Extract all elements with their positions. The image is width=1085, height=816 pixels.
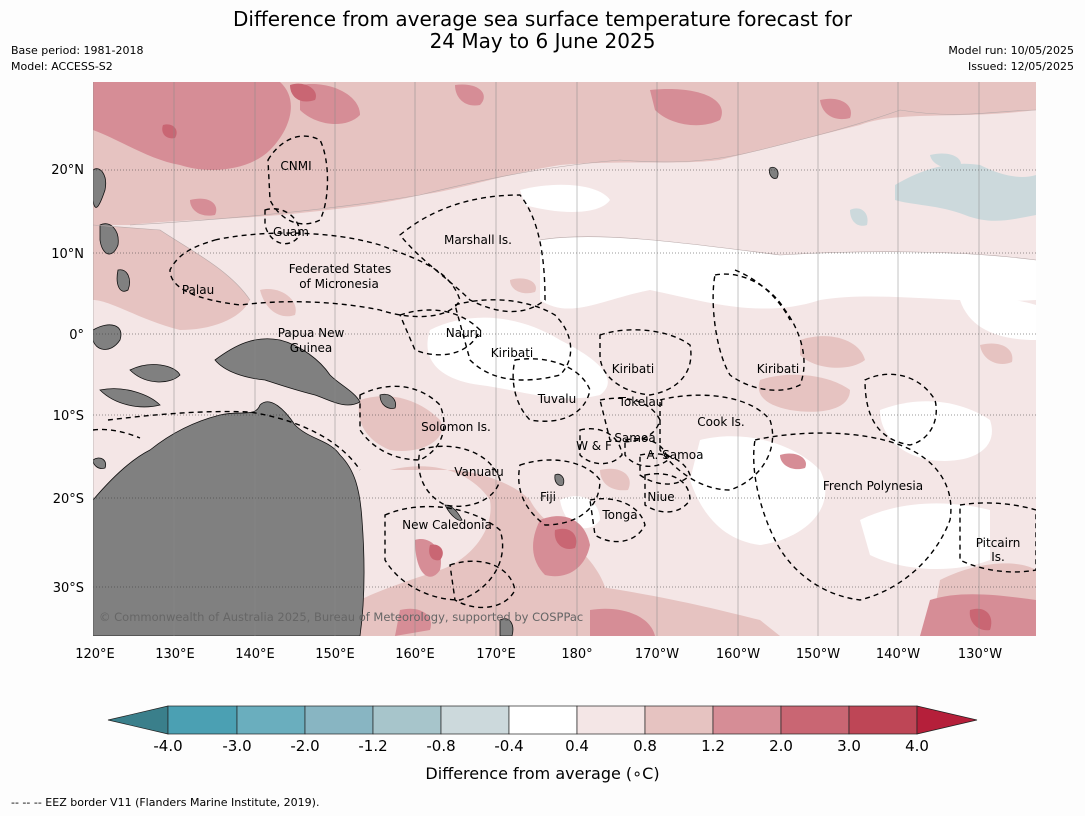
region-label: Federated States [289, 262, 391, 276]
region-label: Fiji [540, 490, 556, 504]
colorbar-cell [167, 705, 238, 735]
region-label: A. Samoa [647, 448, 704, 462]
colorbar-cell [916, 705, 978, 735]
lon-label: 170°E [476, 647, 516, 662]
region-label: Kiribati [757, 362, 799, 376]
colorbar-tick: -4.0 [153, 737, 182, 755]
lat-label: 0° [69, 328, 84, 343]
region-labels: CNMI Guam Marshall Is. Federated States … [182, 159, 1020, 564]
eez-footnote: -- -- -- EEZ border V11 (Flanders Marine… [11, 796, 320, 809]
contour-lines [93, 109, 1036, 301]
colorbar-cell [440, 705, 510, 735]
region-label: Vanuatu [454, 465, 504, 479]
lon-label: 140°W [876, 647, 920, 662]
region-label: French Polynesia [823, 479, 923, 493]
colorbar-tick: 4.0 [905, 737, 929, 755]
lat-label: 10°N [51, 247, 84, 262]
lon-label: 130°E [155, 647, 195, 662]
cool-regions [850, 153, 1036, 226]
lon-label: 120°E [75, 647, 115, 662]
map-title: Difference from average sea surface temp… [0, 8, 1085, 52]
region-label: Tokelau [618, 395, 664, 409]
region-label: Palau [182, 283, 214, 297]
region-label: Papua New [278, 326, 345, 340]
model-name: Model: ACCESS-S2 [11, 60, 113, 73]
colorbar [107, 705, 978, 735]
eez-borders [93, 135, 1036, 609]
colorbar-cell [780, 705, 850, 735]
run-info: Model run: 10/05/2025 Issued: 12/05/2025 [948, 43, 1074, 75]
lon-label: 140°E [235, 647, 275, 662]
colorbar-tick: 1.2 [701, 737, 725, 755]
colorbar-tick: 0.4 [565, 737, 589, 755]
region-label: Niue [647, 490, 674, 504]
colorbar-tick: -2.0 [290, 737, 319, 755]
australia-land [93, 401, 365, 636]
lat-label: 20°S [53, 492, 84, 507]
region-label: Guinea [290, 341, 333, 355]
lon-label: 160°W [716, 647, 760, 662]
lat-label: 30°S [53, 581, 84, 596]
title-line-1: Difference from average sea surface temp… [232, 7, 852, 31]
colorbar-tick: -0.4 [494, 737, 523, 755]
colorbar-ticks: -4.0 -3.0 -2.0 -1.2 -0.8 -0.4 0.4 0.8 1.… [153, 737, 929, 755]
lon-label: 160°E [395, 647, 435, 662]
map-area: CNMI Guam Marshall Is. Federated States … [93, 82, 1036, 636]
warm-2.0-3.0 [95, 83, 992, 636]
region-label: Samoa [614, 431, 655, 445]
region-label: Kiribati [491, 346, 533, 360]
colorbar-cell [712, 705, 782, 735]
lon-label: 150°E [315, 647, 355, 662]
colorbar-tick: 0.8 [633, 737, 657, 755]
latitude-labels: 20°N 10°N 0° 10°S 20°S 30°S [51, 163, 84, 596]
region-label: New Caledonia [402, 518, 492, 532]
longitude-labels: 120°E 130°E 140°E 150°E 160°E 170°E 180°… [75, 647, 1002, 662]
lon-label: 170°W [635, 647, 679, 662]
colorbar-cell [644, 705, 714, 735]
model-run: Model run: 10/05/2025 [948, 44, 1074, 57]
region-label: Tuvalu [537, 392, 577, 406]
colorbar-cell [236, 705, 306, 735]
colorbar-tick: 3.0 [837, 737, 861, 755]
colorbar-cell [372, 705, 442, 735]
colorbar-cell [304, 705, 374, 735]
region-label: W & F [576, 439, 612, 453]
region-label: Marshall Is. [444, 233, 512, 247]
region-label: Tonga [601, 508, 637, 522]
colorbar-tick: -3.0 [222, 737, 251, 755]
colorbar-cell [508, 705, 578, 735]
region-label: Kiribati [612, 362, 654, 376]
lon-label: 180° [561, 647, 592, 662]
base-period: Base period: 1981-2018 [11, 44, 144, 57]
region-label: Nauru [446, 326, 482, 340]
region-label: CNMI [280, 159, 311, 173]
lon-label: 150°W [796, 647, 840, 662]
region-label: Guam [273, 225, 309, 239]
colorbar-tick: -1.2 [358, 737, 387, 755]
colorbar-tick: -0.8 [426, 737, 455, 755]
title-line-2: 24 May to 6 June 2025 [429, 29, 656, 53]
lat-label: 10°S [53, 409, 84, 424]
issued-date: Issued: 12/05/2025 [967, 60, 1074, 73]
region-label: Is. [991, 550, 1005, 564]
base-period-info: Base period: 1981-2018 Model: ACCESS-S2 [11, 43, 143, 75]
new-guinea-land [214, 338, 361, 406]
colorbar-label: Difference from average (∘C) [425, 764, 660, 783]
colorbar-tick: 2.0 [769, 737, 793, 755]
colorbar-cell [576, 705, 646, 735]
lon-label: 130°W [958, 647, 1002, 662]
colorbar-cell [107, 705, 169, 735]
region-label: of Micronesia [299, 277, 379, 291]
colorbar-cell [848, 705, 918, 735]
copyright-text: © Commonwealth of Australia 2025, Bureau… [99, 610, 583, 624]
region-label: Solomon Is. [421, 420, 491, 434]
region-label: Pitcairn [976, 536, 1021, 550]
graticule [93, 82, 1036, 636]
lat-label: 20°N [51, 163, 84, 178]
land-masses [93, 166, 779, 636]
near-average-regions [400, 89, 1036, 594]
region-label: Cook Is. [697, 415, 744, 429]
